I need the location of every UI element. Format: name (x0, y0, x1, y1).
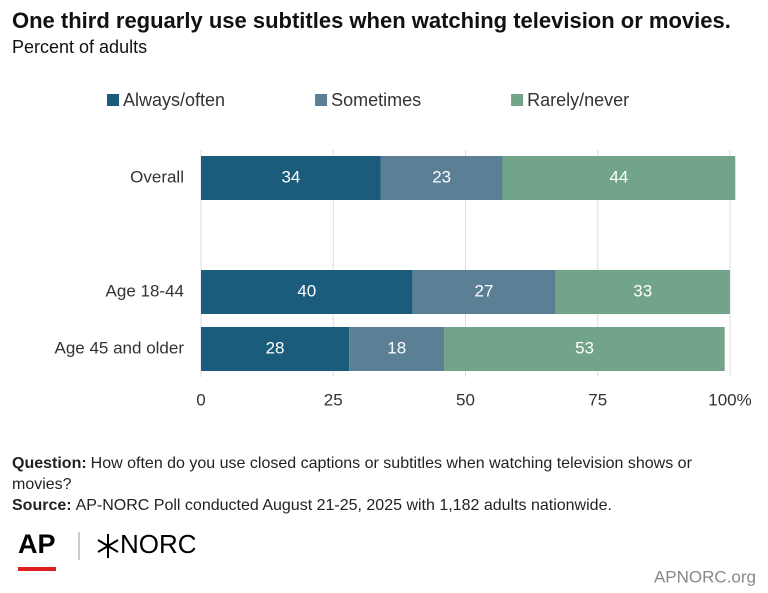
value-label: 23 (432, 167, 451, 186)
value-label: 27 (475, 281, 494, 300)
note-text: How often do you use closed captions or … (12, 455, 692, 493)
logos: AP NORC (18, 529, 197, 571)
legend-swatch (315, 94, 328, 106)
chart-title: One third reguarly use subtitles when wa… (12, 8, 731, 33)
value-label: 18 (387, 338, 406, 357)
logo-star (97, 534, 119, 558)
bar-segment (502, 156, 736, 200)
bar-segment (444, 327, 725, 371)
x-tick-label: 25 (324, 390, 343, 409)
bar-segment (349, 327, 445, 371)
y-tick-label: Overall (130, 167, 184, 186)
value-label: 34 (281, 167, 300, 186)
bar-segment (201, 270, 413, 314)
note-label: Question: (12, 455, 87, 472)
credit: APNORC.org (654, 567, 756, 586)
y-tick-label: Age 18-44 (106, 281, 184, 300)
value-label: 40 (297, 281, 316, 300)
note-text: AP-NORC Poll conducted August 21-25, 202… (75, 497, 612, 514)
bar-segment (412, 270, 556, 314)
value-label: 53 (575, 338, 594, 357)
notes: Question: How often do you use closed cap… (12, 453, 752, 516)
x-tick-label: 100% (708, 390, 751, 409)
logo-norc: NORC (120, 529, 197, 559)
legend-swatch (107, 94, 119, 106)
note: Question: How often do you use closed cap… (12, 453, 752, 495)
logo-underline (18, 567, 56, 571)
legend-label: Always/often (123, 90, 225, 110)
value-label: 28 (266, 338, 285, 357)
bar-segment (201, 327, 350, 371)
value-label: 33 (633, 281, 652, 300)
legend-label: Rarely/never (527, 90, 629, 110)
bar-segment (555, 270, 730, 314)
bar-segment (201, 156, 381, 200)
logo-ap: AP (18, 529, 56, 559)
note-label: Source: (12, 497, 72, 514)
legend-label: Sometimes (331, 90, 421, 110)
legend-swatch (511, 94, 524, 106)
note: Source: AP-NORC Poll conducted August 21-… (12, 495, 752, 516)
x-tick-label: 0 (196, 390, 205, 409)
y-tick-label: Age 45 and older (55, 338, 185, 357)
value-label: 44 (609, 167, 628, 186)
bar-segment (380, 156, 503, 200)
x-tick-label: 75 (588, 390, 607, 409)
x-tick-label: 50 (456, 390, 475, 409)
chart-subtitle: Percent of adults (12, 37, 147, 57)
